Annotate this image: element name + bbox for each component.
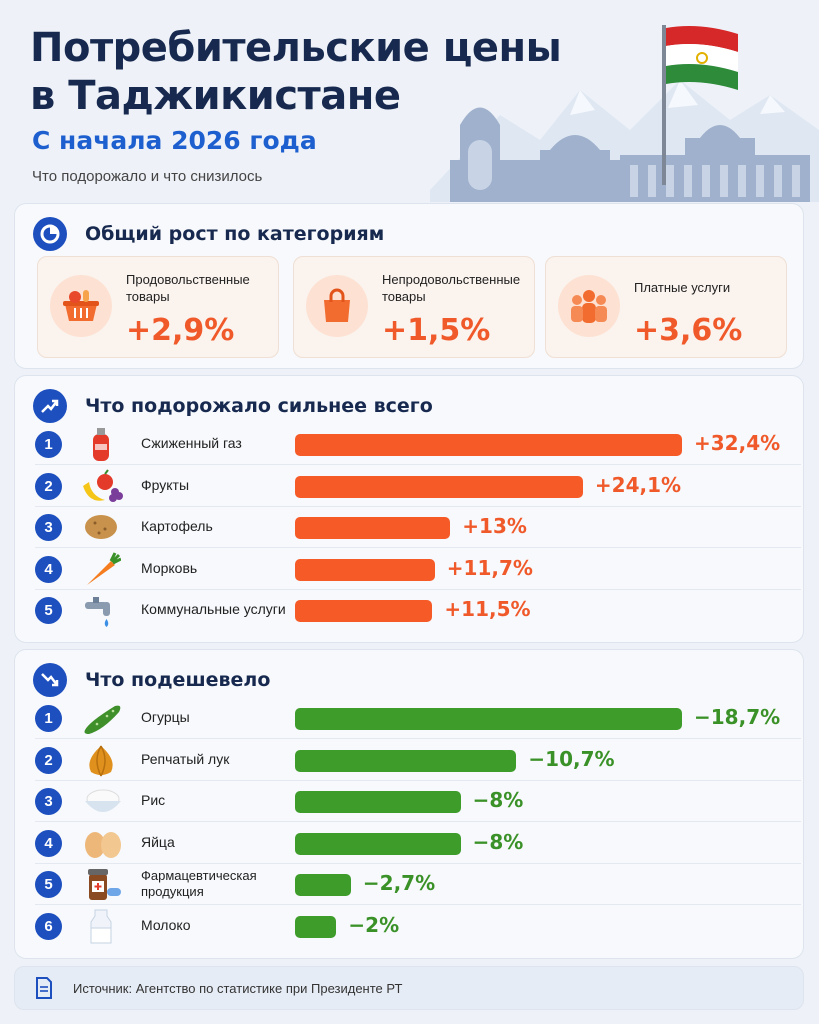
bar-category-label: Молоко: [141, 916, 191, 933]
milk-icon: [81, 908, 121, 944]
category-food: Продовольственные товары +2,9%: [37, 256, 279, 358]
bar: [295, 832, 461, 855]
bar: [295, 915, 337, 938]
bar-category-label: Яйца: [141, 833, 175, 850]
gas-cylinder-icon: [81, 426, 121, 462]
bar: [295, 434, 682, 456]
category-value: +3,6%: [634, 313, 743, 348]
rank-badge: 4: [35, 555, 62, 583]
bar-category-label: Фрукты: [141, 476, 190, 493]
people-icon: [558, 275, 620, 337]
category-value: +2,9%: [126, 313, 235, 348]
bar: [295, 600, 433, 622]
bar-category-label: Сжиженный газ: [141, 435, 242, 451]
page-subtitle: С начала 2026 года: [32, 126, 317, 155]
source-footer: Источник: Агентство по статистике при Пр…: [14, 966, 804, 1010]
category-nonfood: Непродовольственные товары +1,5%: [293, 256, 535, 358]
rank-badge: 3: [35, 788, 62, 815]
category-label: Непродовольственные товары: [382, 272, 521, 304]
categories-card: Общий рост по категориям Продовольственн…: [14, 203, 804, 369]
bar-category-label: Огурцы: [141, 709, 190, 725]
price-decrease-card: Что подешевело 1 Огурцы −18,7% 2 Репчатый лу…: [14, 649, 804, 959]
chart-row: 4 Морковь +11,7%: [35, 549, 801, 590]
bar-value-label: −2%: [348, 912, 400, 937]
bar-value-label: −8%: [472, 788, 524, 812]
bar: [295, 558, 435, 581]
bar-category-label: Рис: [141, 792, 166, 808]
dushanbe-skyline-illustration: [430, 25, 819, 202]
bar: [295, 517, 451, 539]
category-label: Продовольственные товары: [126, 272, 250, 304]
bar-category-label: Картофель: [141, 518, 213, 534]
bar-value-label: −18,7%: [694, 705, 781, 729]
bar: [295, 791, 461, 813]
bar-value-label: +11,7%: [446, 555, 533, 580]
rank-badge: 6: [35, 912, 62, 940]
price-increase-card: Что подорожало сильнее всего 1 Сжиженный …: [14, 375, 804, 643]
chart-row: 5 Фармацевтическая продукция −2,7%: [35, 864, 801, 905]
bar-category-label: Коммунальные услуги: [141, 601, 286, 617]
rank-badge: 4: [35, 829, 62, 857]
tajikistan-flag-icon: [666, 26, 738, 90]
rank-badge: 5: [35, 871, 62, 898]
bar-value-label: −2,7%: [362, 871, 436, 895]
chart-row: 2 Фрукты +24,1%: [35, 466, 801, 507]
water-tap-icon: [81, 592, 121, 628]
carrot-icon: [81, 551, 122, 587]
rank-badge: 1: [35, 705, 62, 732]
chart-row: 4 Яйца −8%: [35, 823, 801, 864]
bar-value-label: −10,7%: [528, 746, 615, 771]
trend-up-icon: [33, 389, 67, 423]
bar: [295, 749, 517, 772]
bar-value-label: −8%: [472, 829, 524, 854]
bar-category-label: Фармацевтическая продукция: [141, 868, 257, 899]
rank-badge: 3: [35, 514, 62, 541]
eggs-icon: [81, 825, 121, 861]
chart-row: 6 Молоко −2%: [35, 906, 801, 947]
decrease-chart: 1 Огурцы −18,7% 2 Репчатый лук −10,7% 3 Рис −8% 4…: [15, 698, 805, 953]
fruits-icon: [81, 468, 123, 504]
chart-row: 1 Сжиженный газ +32,4%: [35, 424, 801, 465]
pie-chart-icon: [33, 217, 67, 251]
chart-row: 3 Рис −8%: [35, 781, 801, 822]
bar-value-label: +32,4%: [694, 431, 781, 455]
medicine-icon: [81, 866, 121, 902]
document-icon: [35, 977, 53, 999]
page-tagline: Что подорожало и что снизилось: [32, 168, 263, 185]
rank-badge: 2: [35, 472, 62, 500]
header: Потребительские цены в Таджикистане С на…: [0, 0, 819, 202]
rank-badge: 1: [35, 431, 62, 458]
rank-badge: 2: [35, 746, 62, 774]
category-value: +1,5%: [382, 313, 491, 348]
potato-icon: [81, 509, 121, 545]
increase-chart-title: Что подорожало сильнее всего: [85, 395, 433, 417]
onion-icon: [81, 742, 121, 778]
chart-row: 3 Картофель +13%: [35, 507, 801, 548]
page-title: Потребительские цены в Таджикистане: [30, 25, 562, 119]
category-label: Платные услуги: [634, 280, 731, 295]
category-services: Платные услуги +3,6%: [545, 256, 787, 358]
chart-row: 1 Огурцы −18,7%: [35, 698, 801, 739]
categories-title: Общий рост по категориям: [85, 223, 385, 245]
bar-category-label: Морковь: [141, 559, 198, 576]
bar-value-label: +13%: [462, 514, 527, 538]
shopping-bag-icon: [306, 275, 368, 337]
food-basket-icon: [50, 275, 112, 337]
chart-row: 2 Репчатый лук −10,7%: [35, 740, 801, 781]
rice-icon: [81, 783, 121, 819]
bar-value-label: +11,5%: [444, 597, 531, 621]
decrease-chart-title: Что подешевело: [85, 669, 271, 691]
rank-badge: 5: [35, 597, 62, 624]
increase-chart: 1 Сжиженный газ +32,4% 2 Фрукты +24,1% 3 Картоф…: [15, 424, 805, 639]
bar: [295, 708, 682, 730]
bar: [295, 475, 583, 498]
flagpole: [662, 25, 666, 185]
cucumber-icon: [81, 700, 121, 736]
bar-category-label: Репчатый лук: [141, 750, 230, 767]
source-text: Источник: Агентство по статистике при Пр…: [73, 980, 403, 996]
bar: [295, 874, 351, 896]
bar-value-label: +24,1%: [594, 472, 682, 497]
trend-down-icon: [33, 663, 67, 697]
chart-row: 5 Коммунальные услуги +11,5%: [35, 590, 801, 631]
